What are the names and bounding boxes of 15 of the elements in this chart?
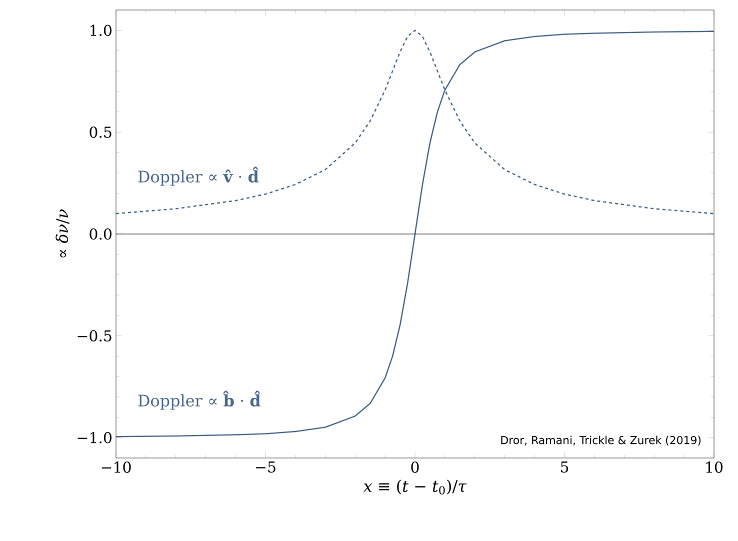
x-tick-label: 5 xyxy=(561,462,568,473)
series-label: Doppler ∝ b̂ · d̂ xyxy=(138,390,260,410)
x-tick-label: 0 xyxy=(411,462,419,473)
y-axis-title: ∝ δν/ν xyxy=(56,209,70,258)
y-tick-label: −0.5 xyxy=(78,330,112,342)
x-axis-title: x ≡ (t − t$_{0}$)/τ xyxy=(363,480,467,495)
x-tick-label: 10 xyxy=(706,462,723,473)
y-tick-label: −1.0 xyxy=(78,432,112,444)
y-tick-label: 1.0 xyxy=(90,24,112,36)
series-label: Doppler ∝ v̂ · d̂ xyxy=(138,166,259,186)
y-tick-label: 0.0 xyxy=(90,228,112,240)
annotation: Dror, Ramani, Trickle & Zurek (2019) xyxy=(501,436,701,446)
x-tick-label: −5 xyxy=(256,462,276,473)
y-tick-label: 0.5 xyxy=(90,126,112,138)
x-tick-label: −10 xyxy=(102,462,131,473)
